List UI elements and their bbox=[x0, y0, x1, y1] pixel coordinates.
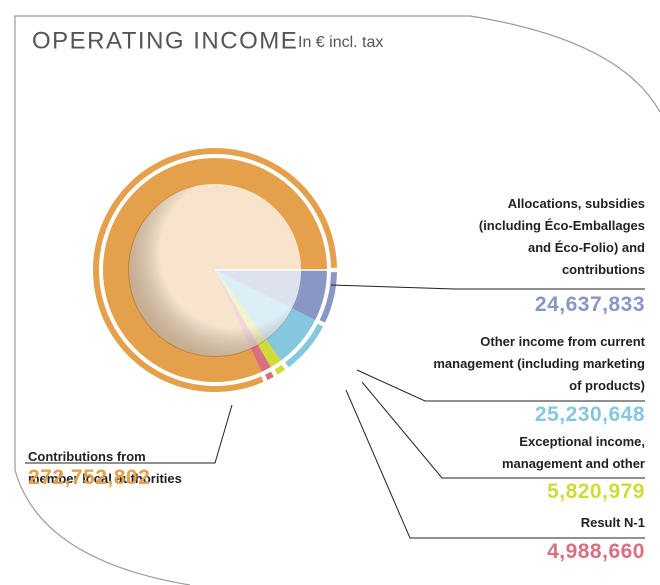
pie bbox=[92, 148, 338, 393]
label: Exceptional income, management and other bbox=[501, 434, 645, 471]
value-label: 4,988,660 bbox=[547, 540, 645, 563]
frame bbox=[14, 15, 660, 470]
label: Other income from current management (in… bbox=[433, 334, 645, 393]
value-label: 5,820,979 bbox=[547, 480, 645, 503]
slice-ring bbox=[285, 323, 324, 368]
label: Contributions from member local authorit… bbox=[28, 449, 182, 486]
value-label: 272,752,802 bbox=[28, 466, 151, 489]
slice-ring bbox=[274, 364, 286, 375]
label: Result N-1 bbox=[580, 515, 645, 530]
leader-line bbox=[361, 381, 645, 479]
value-label: 25,230,648 bbox=[534, 403, 645, 426]
slice-ring bbox=[264, 371, 274, 381]
leader-line bbox=[356, 369, 645, 402]
leader-line bbox=[25, 404, 233, 464]
frame bbox=[14, 469, 191, 585]
label: Allocations, subsidies (including Éco-Em… bbox=[478, 196, 645, 277]
slice-band bbox=[257, 339, 282, 368]
subtitle: In € incl. tax bbox=[298, 34, 383, 51]
value-label: 24,637,833 bbox=[534, 293, 645, 316]
slice-band bbox=[265, 308, 316, 361]
leader-line bbox=[330, 284, 645, 290]
leader-line bbox=[345, 389, 645, 539]
slice-band bbox=[250, 344, 271, 372]
title: OPERATING INCOME bbox=[32, 27, 298, 54]
